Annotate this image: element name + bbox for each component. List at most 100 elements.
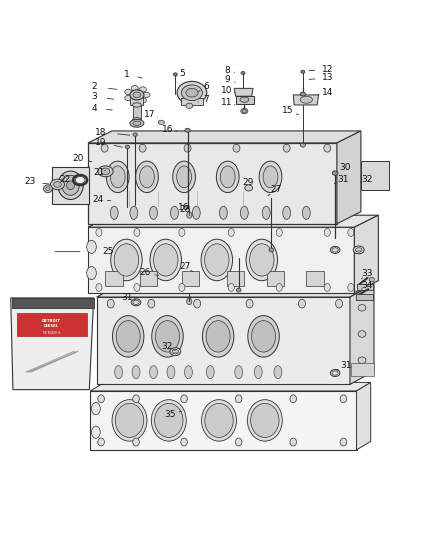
Ellipse shape: [181, 438, 187, 446]
Ellipse shape: [181, 395, 187, 403]
Ellipse shape: [177, 82, 207, 104]
Ellipse shape: [139, 87, 146, 92]
Ellipse shape: [130, 119, 144, 127]
Polygon shape: [350, 284, 374, 384]
Text: 20: 20: [73, 154, 84, 163]
Ellipse shape: [177, 166, 191, 188]
Ellipse shape: [233, 144, 240, 152]
Ellipse shape: [133, 438, 139, 446]
Ellipse shape: [228, 229, 234, 236]
Bar: [267, 271, 285, 286]
Bar: [140, 271, 157, 286]
Ellipse shape: [254, 366, 262, 379]
Ellipse shape: [235, 438, 242, 446]
Ellipse shape: [336, 299, 343, 308]
Text: 16: 16: [178, 204, 190, 213]
Ellipse shape: [125, 89, 132, 94]
Ellipse shape: [283, 206, 290, 220]
Ellipse shape: [139, 98, 146, 103]
Ellipse shape: [179, 229, 185, 236]
Text: 15: 15: [282, 106, 294, 115]
Ellipse shape: [192, 206, 200, 220]
Ellipse shape: [259, 161, 282, 192]
Polygon shape: [337, 131, 361, 224]
Ellipse shape: [125, 95, 132, 101]
Ellipse shape: [250, 244, 274, 276]
Polygon shape: [90, 382, 371, 391]
Bar: [180, 98, 203, 105]
Ellipse shape: [332, 248, 338, 252]
Ellipse shape: [247, 400, 283, 441]
Ellipse shape: [235, 395, 242, 403]
Ellipse shape: [263, 166, 278, 188]
Ellipse shape: [245, 185, 253, 191]
Text: 23: 23: [25, 177, 36, 187]
Polygon shape: [293, 95, 318, 105]
Ellipse shape: [324, 144, 331, 152]
Text: 7: 7: [203, 95, 209, 104]
Ellipse shape: [184, 144, 191, 152]
Bar: [227, 271, 244, 286]
Polygon shape: [97, 297, 350, 384]
Ellipse shape: [340, 438, 347, 446]
Ellipse shape: [112, 400, 147, 441]
Ellipse shape: [300, 96, 312, 103]
Bar: [17, 313, 87, 336]
Ellipse shape: [358, 330, 366, 337]
Text: 25: 25: [102, 247, 113, 256]
Ellipse shape: [75, 176, 85, 183]
Ellipse shape: [130, 206, 138, 220]
Ellipse shape: [369, 277, 374, 282]
Ellipse shape: [206, 321, 230, 352]
Text: 8: 8: [224, 66, 230, 75]
Ellipse shape: [298, 299, 305, 308]
Ellipse shape: [269, 248, 274, 252]
Text: 31: 31: [122, 293, 133, 302]
Ellipse shape: [358, 357, 366, 364]
Ellipse shape: [92, 426, 100, 438]
Ellipse shape: [139, 144, 146, 152]
Text: 29: 29: [242, 178, 254, 187]
Ellipse shape: [283, 144, 290, 152]
Ellipse shape: [113, 316, 144, 357]
Text: 32: 32: [161, 342, 172, 351]
Polygon shape: [11, 298, 94, 390]
Ellipse shape: [116, 321, 140, 352]
Ellipse shape: [115, 403, 144, 438]
Text: 9: 9: [224, 75, 230, 84]
Ellipse shape: [330, 369, 340, 376]
Ellipse shape: [58, 171, 83, 199]
Polygon shape: [88, 143, 337, 224]
Text: 1: 1: [124, 70, 130, 79]
Ellipse shape: [246, 239, 278, 281]
Ellipse shape: [220, 166, 235, 188]
Ellipse shape: [332, 171, 338, 175]
Bar: [182, 271, 199, 286]
Bar: [306, 271, 324, 286]
Ellipse shape: [133, 103, 141, 107]
Ellipse shape: [187, 212, 192, 218]
Text: 19: 19: [95, 138, 106, 147]
Ellipse shape: [290, 438, 297, 446]
Ellipse shape: [358, 304, 366, 311]
Ellipse shape: [131, 299, 141, 306]
Ellipse shape: [179, 284, 185, 292]
Ellipse shape: [140, 166, 154, 188]
Ellipse shape: [324, 229, 330, 236]
Ellipse shape: [246, 299, 253, 308]
Ellipse shape: [206, 366, 214, 379]
Ellipse shape: [240, 206, 248, 220]
Bar: [52, 167, 89, 204]
Ellipse shape: [101, 168, 110, 175]
Polygon shape: [88, 131, 361, 143]
Ellipse shape: [241, 71, 245, 75]
Ellipse shape: [133, 300, 139, 304]
Ellipse shape: [110, 206, 118, 220]
Text: 31: 31: [337, 175, 349, 184]
Ellipse shape: [181, 85, 202, 101]
Ellipse shape: [170, 206, 178, 220]
Ellipse shape: [67, 181, 74, 190]
Polygon shape: [234, 88, 253, 96]
Text: 27: 27: [179, 262, 191, 271]
Text: 13: 13: [321, 74, 333, 83]
